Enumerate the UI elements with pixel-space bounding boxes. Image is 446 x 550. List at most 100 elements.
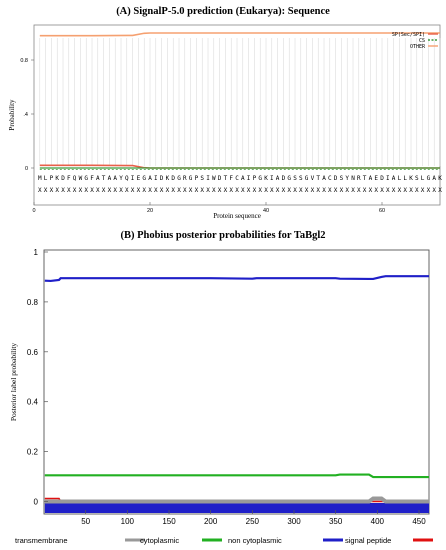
annotation-mark: X [427, 187, 431, 194]
sequence-residue: G [258, 175, 262, 182]
annotation-mark: X [235, 187, 239, 194]
annotation-mark: X [374, 187, 378, 194]
annotation-mark: X [67, 187, 71, 194]
series-line-non-cytoplasmic [44, 275, 429, 283]
annotation-mark: X [264, 187, 268, 194]
panel-b-lines [44, 275, 429, 513]
sequence-residue: K [264, 175, 268, 182]
annotation-mark: X [253, 187, 257, 194]
sequence-residue: K [55, 175, 59, 182]
annotation-mark: X [79, 187, 83, 194]
panel-b-y-ticks: 0 0.2 0.4 0.6 0.8 1 [27, 248, 48, 507]
annotation-mark: X [50, 187, 54, 194]
sequence-residue: E [137, 175, 141, 182]
annotation-mark: X [171, 187, 175, 194]
panel-a-y-ticks: 0 .4 0.8 [20, 58, 34, 172]
annotation-mark: X [392, 187, 396, 194]
sequence-residue: L [403, 175, 407, 182]
sequence-residue: D [380, 175, 384, 182]
panel-a-grid [39, 38, 441, 166]
sequence-residue: D [218, 175, 222, 182]
annotation-mark: X [113, 187, 117, 194]
legend-label: signal peptide [345, 536, 391, 545]
annotation-mark: X [351, 187, 355, 194]
annotation-mark: X [229, 187, 233, 194]
sequence-residue: N [351, 175, 355, 182]
sequence-residue: K [166, 175, 170, 182]
sequence-residue: G [177, 175, 181, 182]
annotation-mark: X [328, 187, 332, 194]
x-tick-label: 50 [81, 517, 90, 526]
annotation-mark: X [334, 187, 338, 194]
x-tick-label: 400 [371, 517, 385, 526]
sequence-residue: L [421, 175, 425, 182]
sequence-residue: C [328, 175, 332, 182]
sequence-residue: A [241, 175, 245, 182]
annotation-mark: X [148, 187, 152, 194]
sequence-residue: A [432, 175, 436, 182]
sequence-residue: S [293, 175, 297, 182]
legend-label: SP(Sec/SPI) [392, 32, 425, 38]
x-tick-label: 100 [121, 517, 135, 526]
annotation-mark: X [61, 187, 65, 194]
annotation-mark: X [432, 187, 436, 194]
annotation-mark: X [363, 187, 367, 194]
x-tick-label: 0 [32, 208, 35, 214]
series-line-cytoplasmic [44, 473, 429, 479]
annotation-mark: X [403, 187, 407, 194]
sequence-residue: I [131, 175, 135, 182]
sequence-residue: A [322, 175, 326, 182]
y-tick-label: 0.6 [27, 348, 39, 357]
sequence-residue: S [299, 175, 303, 182]
sequence-residue: I [154, 175, 158, 182]
annotation-mark: X [340, 187, 344, 194]
sequence-residue: I [386, 175, 390, 182]
sequence-residue: G [305, 175, 309, 182]
sequence-residue: A [148, 175, 152, 182]
annotation-mark: X [293, 187, 297, 194]
x-tick-label: 350 [329, 517, 343, 526]
sequence-residue: T [316, 175, 320, 182]
phobius-panel: (B) Phobius posterior probabilities for … [9, 230, 433, 545]
sequence-residue: P [253, 175, 257, 182]
annotation-mark: X [316, 187, 320, 194]
annotation-mark: X [119, 187, 123, 194]
x-tick-label: 450 [412, 517, 426, 526]
series-line-other [39, 32, 440, 37]
annotation-mark: X [90, 187, 94, 194]
sequence-residue: P [195, 175, 199, 182]
annotation-mark: X [160, 187, 164, 194]
annotation-mark: X [142, 187, 146, 194]
sequence-residue: K [409, 175, 413, 182]
annotation-mark: X [415, 187, 419, 194]
sequence-residue: A [276, 175, 280, 182]
panel-a-x-ticks: 0 20 40 60 [32, 202, 385, 214]
annotation-mark: X [137, 187, 141, 194]
y-tick-label: 0.4 [27, 398, 39, 407]
sequence-residue: T [363, 175, 367, 182]
sequence-residue: C [235, 175, 239, 182]
sequence-residue: D [160, 175, 164, 182]
annotation-mark: X [311, 187, 315, 194]
annotation-mark: X [38, 187, 42, 194]
y-tick-label: 1 [34, 248, 39, 257]
panel-b-y-label: Posterior label probability [9, 343, 18, 422]
annotation-mark: X [247, 187, 251, 194]
sequence-residue: L [398, 175, 402, 182]
annotation-mark: X [73, 187, 77, 194]
sequence-residue: A [108, 175, 112, 182]
panel-b-frame [43, 249, 430, 515]
annotation-mark: X [357, 187, 361, 194]
sequence-residue: A [96, 175, 100, 182]
annotation-mark: X [438, 187, 442, 194]
annotation-mark: X [212, 187, 216, 194]
sequence-residue: F [67, 175, 71, 182]
sequence-residue: Y [119, 175, 123, 182]
annotation-mark: X [154, 187, 158, 194]
legend-label: non cytoplasmic [228, 536, 282, 545]
annotation-mark: X [380, 187, 384, 194]
sequence-residue: I [206, 175, 210, 182]
sequence-residue: G [84, 175, 88, 182]
